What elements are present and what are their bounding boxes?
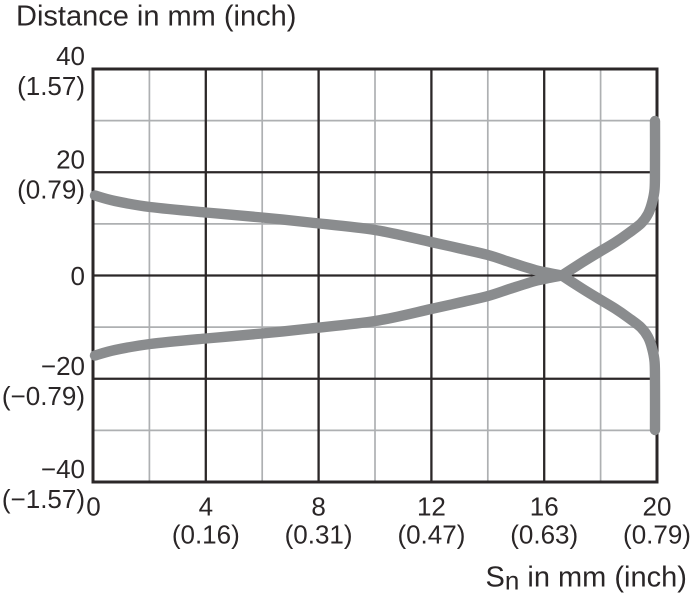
svg-text:12: 12 [417,492,446,522]
svg-text:(0.31): (0.31) [285,520,353,550]
svg-text:(0.79): (0.79) [623,520,691,550]
svg-text:16: 16 [530,492,559,522]
svg-text:8: 8 [311,492,325,522]
svg-text:(−1.57): (−1.57) [2,484,85,514]
svg-text:Distance in mm (inch): Distance in mm (inch) [16,1,296,33]
svg-text:0: 0 [71,261,85,291]
svg-text:−20: −20 [41,351,85,381]
svg-text:20: 20 [643,492,672,522]
svg-text:20: 20 [56,144,85,174]
svg-text:4: 4 [199,492,213,522]
svg-text:(−0.79): (−0.79) [2,381,85,411]
svg-text:40: 40 [56,41,85,71]
svg-text:(0.16): (0.16) [172,520,240,550]
svg-text:0: 0 [86,492,100,522]
svg-text:−40: −40 [41,454,85,484]
svg-text:(1.57): (1.57) [17,71,85,101]
svg-text:(0.63): (0.63) [510,520,578,550]
svg-text:Sn in mm (inch): Sn in mm (inch) [486,562,687,596]
svg-text:(0.47): (0.47) [397,520,465,550]
svg-text:(0.79): (0.79) [17,174,85,204]
